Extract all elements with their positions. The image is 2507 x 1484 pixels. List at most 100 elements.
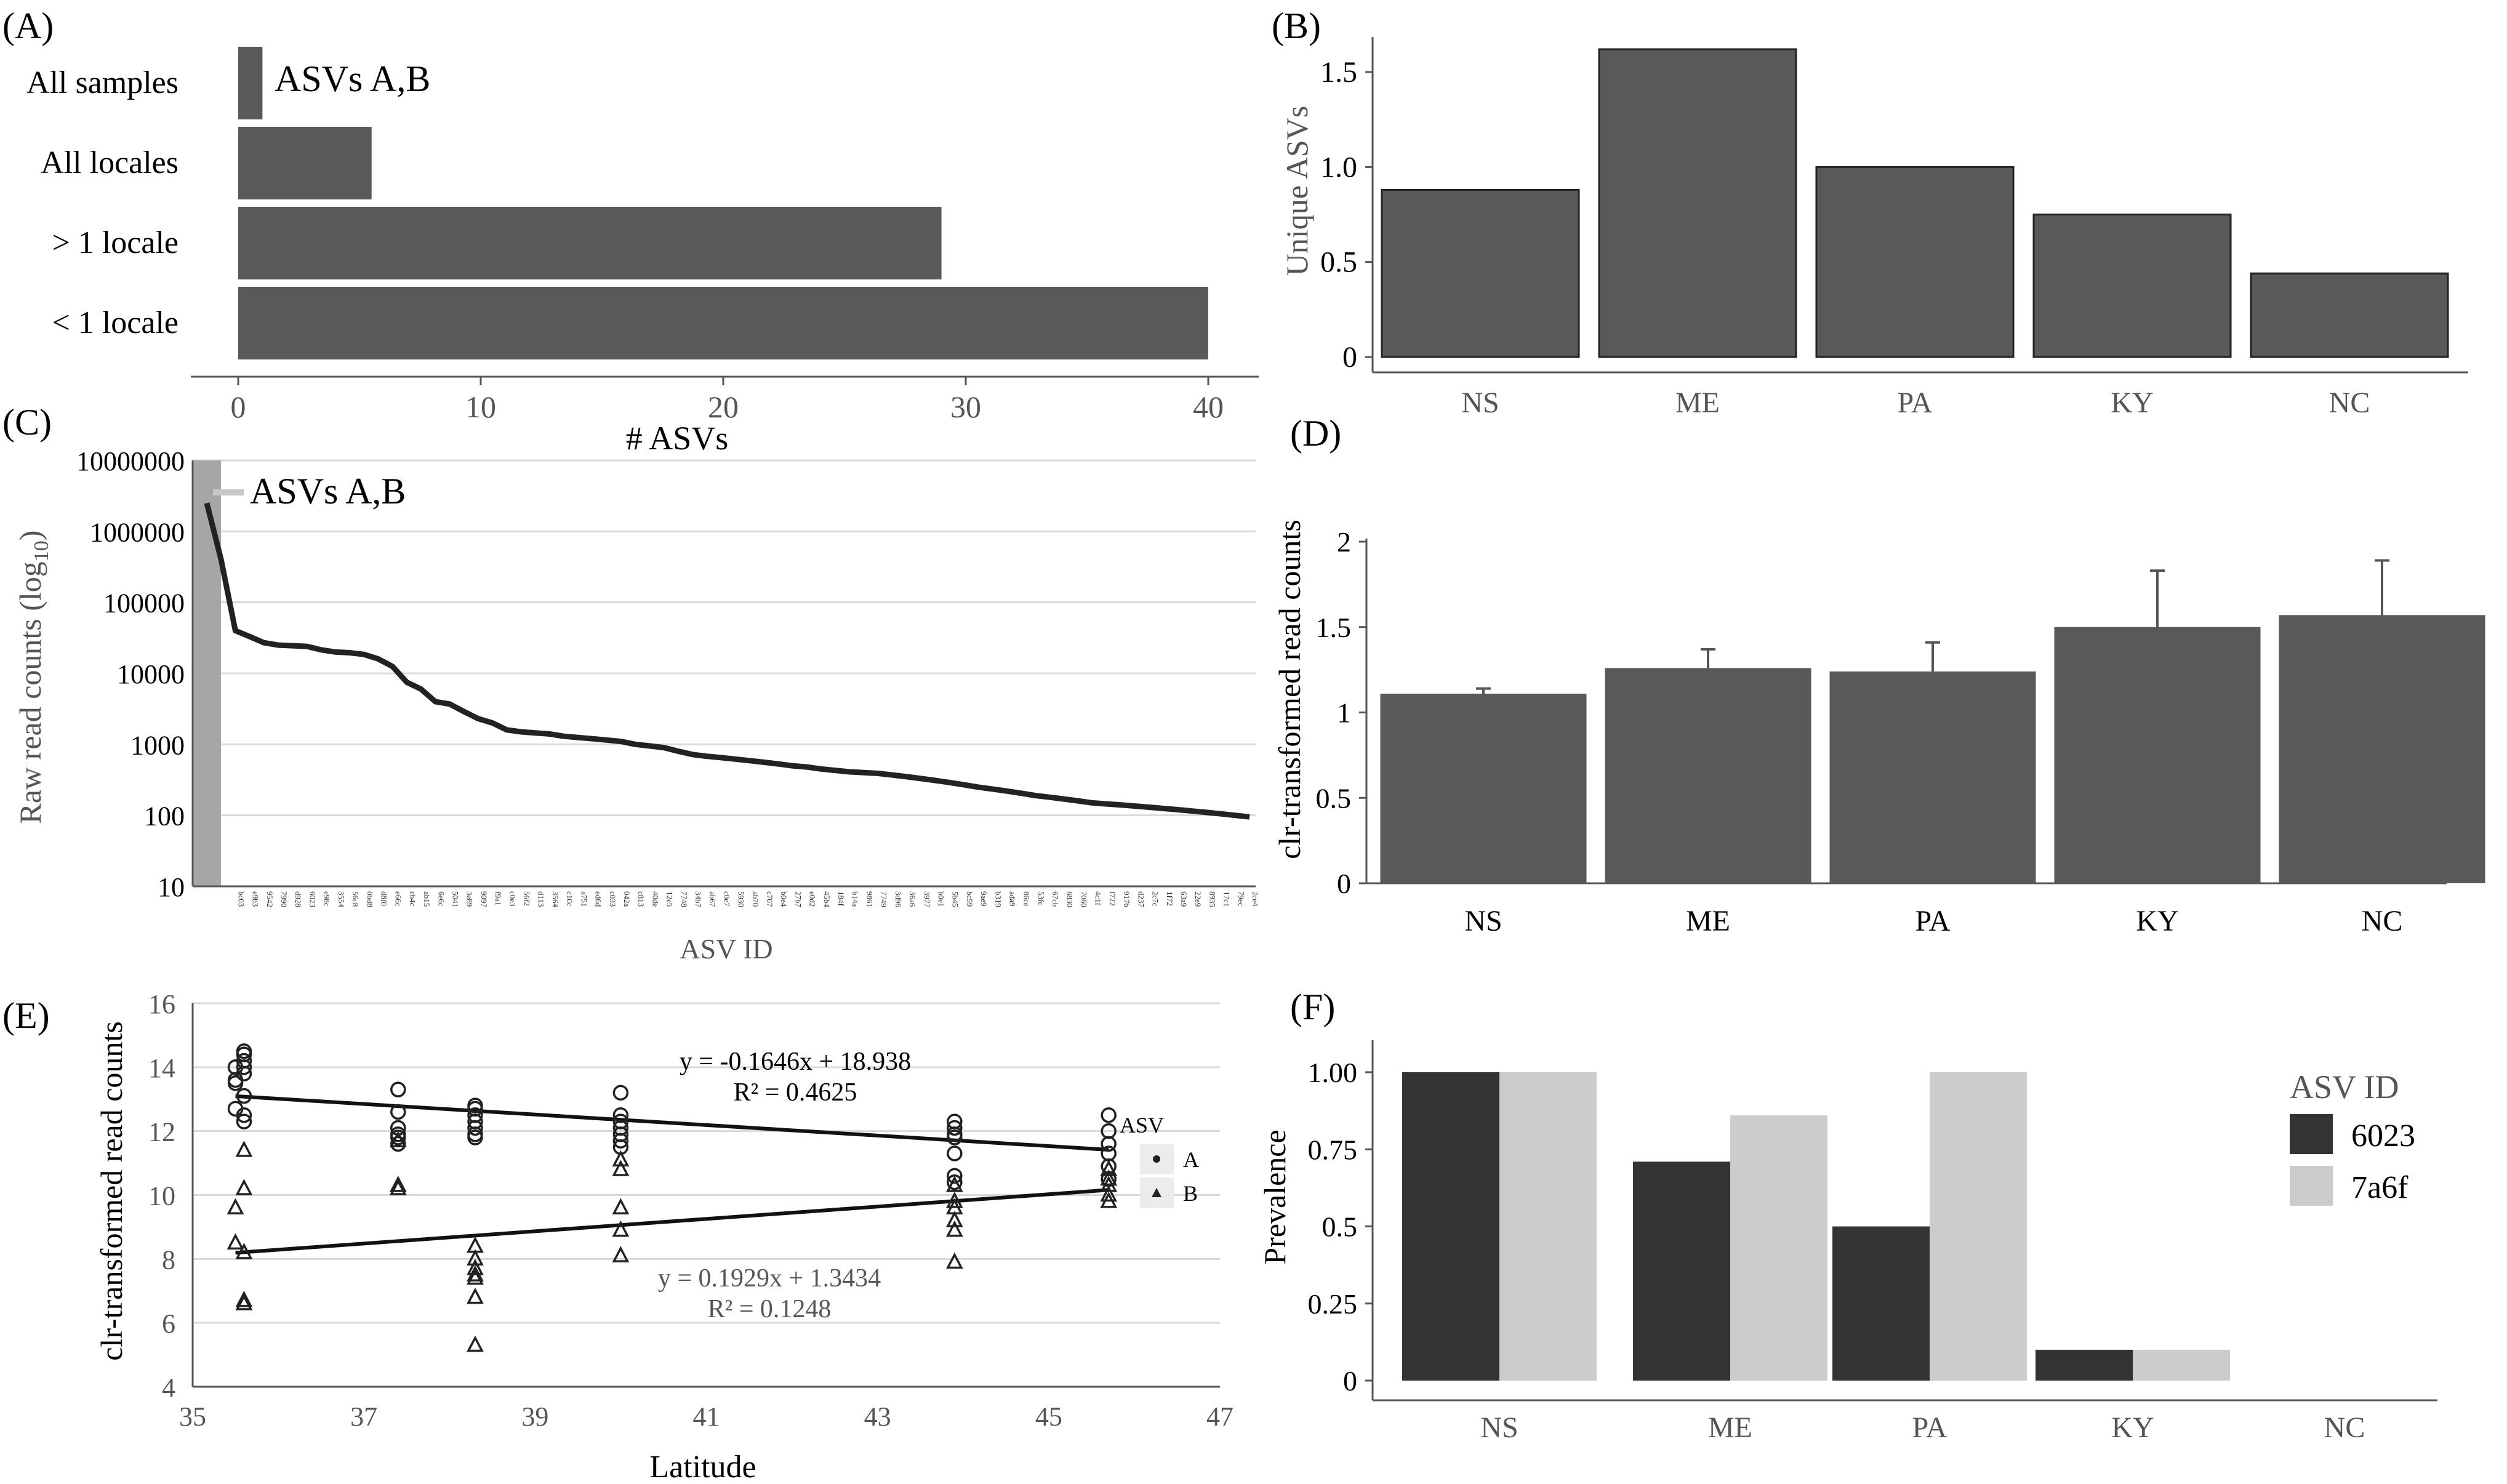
panel-e-legend-title: ASV bbox=[1120, 1113, 1164, 1137]
panel-c-x-id-label: 34b7 bbox=[694, 891, 703, 908]
panel-e-point-b bbox=[467, 1268, 484, 1285]
panel-b-bar-ky bbox=[2032, 214, 2232, 358]
panel-e-point-a bbox=[612, 1133, 629, 1149]
panel-e-point-b bbox=[1100, 1160, 1118, 1176]
panel-b-x-tick-label: NS bbox=[1461, 387, 1499, 419]
panel-e-point-a bbox=[227, 1075, 244, 1091]
panel-c-x-id-label: bc03 bbox=[236, 891, 246, 907]
panel-c-y-label-sub: 10 bbox=[30, 540, 53, 561]
panel-e-point-a bbox=[390, 1136, 406, 1152]
panel-e-point-a bbox=[390, 1081, 406, 1097]
panel-f-legend-title: ASV ID bbox=[2290, 1069, 2399, 1105]
panel-e-point-a bbox=[236, 1059, 252, 1075]
panel-b-bar-nc bbox=[2250, 272, 2449, 358]
panel-b: (B) 0 0.5 1.0 1.5 NS ME PA KY NC Unique ASVs bbox=[1272, 6, 2468, 419]
panel-f-y-label: Prevalence bbox=[1258, 1129, 1292, 1264]
panel-e-point-b bbox=[945, 1220, 963, 1237]
panel-c-x-id-label: 7a6f bbox=[222, 891, 231, 906]
panel-e-point-b bbox=[612, 1246, 630, 1262]
panel-c-x-id-label: 9542 bbox=[265, 891, 275, 907]
panel-a-bar-1-locale bbox=[238, 287, 1208, 359]
panel-c-x-id-label: 56f2 bbox=[523, 891, 532, 906]
panel-c-x-id-label: 3d96 bbox=[894, 891, 903, 908]
panel-c-x-id-label: 7060 bbox=[1080, 891, 1089, 907]
panel-f-y-tick-label: 1.00 bbox=[1308, 1057, 1358, 1088]
panel-c-x-id-label: 17c1 bbox=[1222, 891, 1232, 907]
panel-e-y-tick-label: 12 bbox=[148, 1117, 175, 1147]
panel-e-point-b bbox=[467, 1335, 484, 1352]
panel-e-point-b bbox=[945, 1211, 963, 1227]
panel-c-x-id-label: ab67 bbox=[708, 891, 717, 907]
panel-c-x-id-label: b319 bbox=[993, 891, 1003, 907]
panel-c-x-id-label: 5041 bbox=[451, 891, 460, 907]
panel-e-point-a bbox=[236, 1088, 252, 1104]
panel-c-x-id-label: 3564 bbox=[551, 891, 560, 908]
panel-c-x-id-label: b14a bbox=[851, 891, 860, 907]
panel-c-x-id-label: 3977 bbox=[922, 891, 931, 908]
panel-c-y-label-end: ) bbox=[13, 531, 47, 541]
panel-d-bar-nc bbox=[2279, 615, 2485, 883]
panel-c-x-id-label: 7748 bbox=[680, 891, 689, 907]
panel-a-category-label: > 1 locale bbox=[52, 225, 178, 260]
panel-c-x-id-label: 36a6 bbox=[908, 891, 917, 907]
panel-c-annotation: ASVs A,B bbox=[250, 471, 406, 511]
panel-e-x-tick-label: 43 bbox=[864, 1402, 891, 1432]
panel-e-point-b bbox=[389, 1176, 407, 1192]
panel-d-x-tick-label: NS bbox=[1464, 905, 1502, 937]
panel-c-x-id-label: 3e89 bbox=[465, 891, 475, 907]
panel-e-point-b bbox=[1100, 1169, 1118, 1186]
panel-e-point-b bbox=[945, 1192, 963, 1208]
panel-e-point-a bbox=[947, 1145, 963, 1161]
panel-e-y-tick-label: 16 bbox=[148, 989, 175, 1019]
panel-a-bar-all-samples bbox=[238, 47, 263, 119]
panel-c-x-id-label: 22e9 bbox=[1193, 891, 1203, 907]
panel-c-x-id-label: 042a bbox=[622, 891, 632, 907]
panel-f-x-tick-label: KY bbox=[2111, 1411, 2154, 1444]
panel-c-x-id-label: d8f0 bbox=[379, 891, 388, 906]
panel-c-x-id-label: ab15 bbox=[422, 891, 431, 907]
panel-b-bar-me bbox=[1598, 48, 1797, 358]
panel-c-x-id-label: 0bd8 bbox=[365, 891, 374, 907]
panel-e-point-a bbox=[236, 1065, 252, 1081]
panel-f-legend: ASV ID 6023 7a6f bbox=[2290, 1069, 2415, 1206]
panel-c-x-id-label: c033 bbox=[608, 891, 617, 907]
panel-c-x-id-label: d928 bbox=[294, 891, 303, 907]
panel-e-point-b bbox=[389, 1179, 407, 1195]
panel-f-y-tick-label: 0.25 bbox=[1308, 1288, 1358, 1320]
panel-e-point-a bbox=[947, 1168, 963, 1184]
panel-a-x-tick-label: 20 bbox=[708, 390, 739, 424]
panel-e-point-a bbox=[1101, 1136, 1117, 1152]
trendline-b-equation: y = 0.1929x + 1.3434 bbox=[658, 1264, 881, 1293]
panel-e-point-a bbox=[947, 1174, 963, 1190]
panel-c-x-id-label: 9097 bbox=[479, 891, 489, 908]
panel-e: (E) 4 6 8 10 12 14 16 35 37 39 41 43 45 47 y = -0.16… bbox=[2, 989, 1233, 1484]
trendline-a-r2: R² = 0.4625 bbox=[734, 1078, 857, 1107]
panel-c-x-id-label: 5b45 bbox=[951, 891, 960, 907]
panel-e-point-a bbox=[947, 1120, 963, 1136]
panel-c-x-id-label: 6e6c bbox=[436, 891, 446, 907]
panel-e-point-a bbox=[236, 1113, 252, 1129]
panel-e-point-b bbox=[612, 1220, 630, 1237]
panel-d-x-tick-label: NC bbox=[2362, 905, 2403, 937]
legend-6023-swatch bbox=[2290, 1114, 2333, 1154]
panel-c-x-id-label: e9b3 bbox=[251, 891, 260, 907]
panel-e-point-b bbox=[467, 1259, 484, 1275]
panel-a-annotation: ASVs A,B bbox=[275, 58, 430, 99]
panel-c-x-id-label: a751 bbox=[579, 891, 588, 907]
panel-a-x-tick-label: 40 bbox=[1193, 390, 1224, 424]
panel-c-x-id-label: 5930 bbox=[737, 891, 746, 907]
panel-d-bar-me bbox=[1605, 668, 1811, 883]
panel-f-bar-ns-7a6f bbox=[1499, 1072, 1597, 1381]
panel-e-point-a bbox=[390, 1104, 406, 1120]
panel-f-bar-ns-6023 bbox=[1402, 1072, 1499, 1381]
panel-c-y-tick-label: 100000 bbox=[103, 588, 185, 619]
panel-f-x-tick-label: PA bbox=[1912, 1411, 1947, 1444]
panel-c-x-id-label: 53fc bbox=[1037, 891, 1046, 905]
panel-e-point-b bbox=[612, 1160, 630, 1176]
panel-c-x-id-label: 184f bbox=[836, 891, 846, 907]
panel-c-x-id-label: 6830 bbox=[1065, 891, 1074, 907]
panel-c-x-id-label: c10c bbox=[565, 891, 574, 907]
panel-d-bar-ns bbox=[1380, 693, 1587, 883]
panel-c-x-id-label: 63a9 bbox=[1179, 891, 1189, 907]
